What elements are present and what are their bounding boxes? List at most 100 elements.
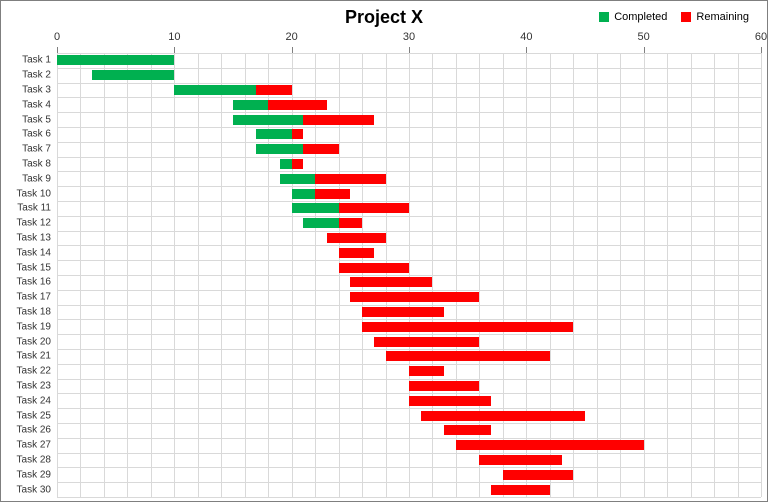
task-label: Task 20 (17, 336, 57, 347)
task-label: Task 12 (17, 218, 57, 229)
gridline-horizontal (57, 364, 761, 365)
bar-completed (174, 85, 256, 95)
bar-remaining (491, 485, 550, 495)
task-label: Task 13 (17, 233, 57, 244)
legend-item-remaining: Remaining (681, 11, 749, 23)
gridline-horizontal (57, 186, 761, 187)
task-label: Task 30 (17, 484, 57, 495)
x-tick-label: 10 (168, 31, 180, 43)
gridline-vertical (761, 53, 762, 497)
gridline-horizontal (57, 231, 761, 232)
task-label: Task 6 (22, 129, 57, 140)
bar-remaining (327, 233, 386, 243)
bar-remaining (350, 277, 432, 287)
x-tick-label: 30 (403, 31, 415, 43)
task-label: Task 27 (17, 440, 57, 451)
bar-remaining (292, 129, 304, 139)
x-tick-label: 40 (520, 31, 532, 43)
legend-label-remaining: Remaining (696, 11, 749, 23)
x-tick-label: 0 (54, 31, 60, 43)
bar-remaining (444, 425, 491, 435)
task-label: Task 25 (17, 410, 57, 421)
legend-item-completed: Completed (599, 11, 667, 23)
task-label: Task 22 (17, 366, 57, 377)
bar-remaining (292, 159, 304, 169)
task-label: Task 21 (17, 351, 57, 362)
x-tick (761, 47, 762, 53)
gridline-horizontal (57, 482, 761, 483)
gridline-horizontal (57, 68, 761, 69)
bar-remaining (479, 455, 561, 465)
bar-completed (303, 218, 338, 228)
task-label: Task 11 (17, 203, 57, 214)
task-label: Task 14 (17, 247, 57, 258)
task-label: Task 16 (17, 277, 57, 288)
bar-remaining (268, 100, 327, 110)
bar-remaining (374, 337, 480, 347)
task-label: Task 7 (22, 144, 57, 155)
bar-completed (57, 55, 174, 65)
gridline-horizontal (57, 260, 761, 261)
bar-completed (92, 70, 174, 80)
bar-remaining (362, 322, 573, 332)
task-label: Task 10 (17, 188, 57, 199)
x-tick-label: 60 (755, 31, 767, 43)
bar-remaining (303, 144, 338, 154)
bar-remaining (339, 248, 374, 258)
legend-swatch-completed (599, 12, 609, 22)
gridline-horizontal (57, 216, 761, 217)
bar-remaining (303, 115, 373, 125)
bar-remaining (339, 263, 409, 273)
bar-remaining (456, 440, 644, 450)
gridline-horizontal (57, 157, 761, 158)
legend-label-completed: Completed (614, 11, 667, 23)
task-label: Task 17 (17, 292, 57, 303)
bar-remaining (409, 381, 479, 391)
gridline-horizontal (57, 349, 761, 350)
gridline-horizontal (57, 83, 761, 84)
gridline-horizontal (57, 112, 761, 113)
task-label: Task 18 (17, 307, 57, 318)
bar-remaining (386, 351, 550, 361)
gantt-chart: Project X Completed Remaining 0102030405… (0, 0, 768, 502)
gridline-horizontal (57, 201, 761, 202)
task-label: Task 4 (22, 99, 57, 110)
gridline-horizontal (57, 290, 761, 291)
bar-remaining (339, 218, 362, 228)
gridline-horizontal (57, 275, 761, 276)
plot-area: 0102030405060Task 1Task 2Task 3Task 4Tas… (57, 53, 761, 497)
gridline-horizontal (57, 393, 761, 394)
bar-remaining (339, 203, 409, 213)
bar-remaining (503, 470, 573, 480)
gridline-horizontal (57, 379, 761, 380)
task-label: Task 24 (17, 395, 57, 406)
gridline-horizontal (57, 142, 761, 143)
task-label: Task 1 (22, 55, 57, 66)
gridline-horizontal (57, 171, 761, 172)
gridline-horizontal (57, 438, 761, 439)
task-label: Task 28 (17, 455, 57, 466)
x-tick-label: 50 (638, 31, 650, 43)
x-tick-label: 20 (286, 31, 298, 43)
bar-completed (233, 115, 303, 125)
task-label: Task 5 (22, 114, 57, 125)
task-label: Task 9 (22, 173, 57, 184)
bar-remaining (409, 396, 491, 406)
gridline-horizontal (57, 423, 761, 424)
bar-remaining (350, 292, 479, 302)
bar-remaining (409, 366, 444, 376)
bar-remaining (421, 411, 585, 421)
bar-remaining (315, 189, 350, 199)
task-label: Task 29 (17, 469, 57, 480)
bar-remaining (315, 174, 385, 184)
gridline-horizontal (57, 408, 761, 409)
bar-completed (256, 144, 303, 154)
gridline-horizontal (57, 497, 761, 498)
gridline-horizontal (57, 245, 761, 246)
bar-completed (292, 203, 339, 213)
gridline-horizontal (57, 453, 761, 454)
task-label: Task 19 (17, 321, 57, 332)
gridline-horizontal (57, 467, 761, 468)
gridline-horizontal (57, 127, 761, 128)
task-label: Task 8 (22, 159, 57, 170)
